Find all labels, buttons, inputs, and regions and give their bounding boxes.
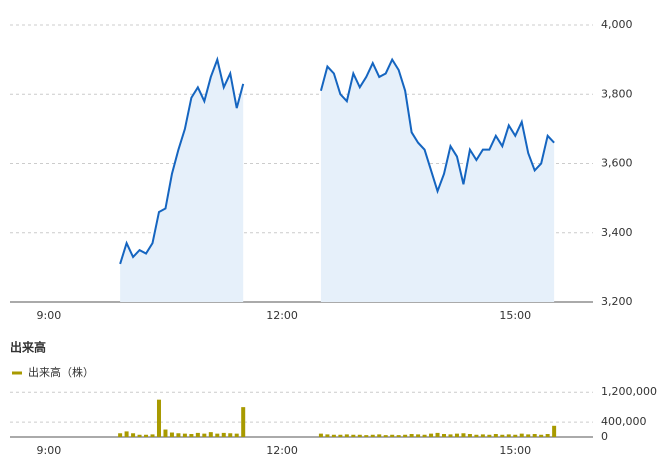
y-tick-label: 3,600	[601, 157, 633, 170]
volume-bar	[228, 433, 233, 437]
volume-bar	[357, 434, 362, 437]
volume-bar	[221, 432, 226, 437]
volume-bar	[325, 434, 330, 437]
volume-bar	[331, 434, 336, 437]
volume-bar	[500, 434, 505, 437]
volume-bar	[364, 435, 369, 437]
volume-bar	[487, 434, 492, 437]
volume-bar	[163, 429, 168, 437]
x-tick-label: 12:00	[266, 309, 298, 322]
volume-bar	[403, 434, 408, 437]
volume-bar	[338, 434, 343, 437]
volume-bar	[383, 435, 388, 437]
volume-bar	[150, 434, 155, 437]
x-tick-label: 12:00	[266, 444, 298, 457]
volume-bar	[506, 434, 511, 437]
volume-bar	[195, 432, 200, 437]
volume-bar	[519, 433, 524, 437]
y-tick-label: 400,000	[601, 415, 647, 428]
volume-bar	[467, 434, 472, 437]
volume-bar	[176, 433, 181, 437]
volume-bar	[318, 433, 323, 437]
y-tick-label: 3,200	[601, 295, 633, 308]
volume-bar	[234, 433, 239, 437]
volume-bar	[144, 434, 149, 437]
volume-title: 出来高	[10, 340, 46, 355]
volume-bar	[416, 434, 421, 437]
volume-bar	[241, 407, 246, 437]
x-tick-label: 9:00	[37, 309, 62, 322]
x-tick-label: 15:00	[499, 444, 531, 457]
y-tick-label: 3,400	[601, 226, 633, 239]
volume-bar	[377, 434, 382, 437]
volume-bar	[435, 432, 440, 437]
volume-bar	[526, 434, 531, 437]
volume-bar	[442, 434, 447, 437]
volume-bar	[513, 434, 518, 437]
volume-bar	[448, 434, 453, 437]
volume-bar	[189, 434, 194, 437]
volume-bar	[474, 434, 479, 437]
volume-bar	[137, 434, 142, 437]
x-tick-label: 9:00	[37, 444, 62, 457]
volume-bar	[344, 434, 349, 437]
volume-bar	[370, 434, 375, 437]
legend-label: 出来高（株）	[28, 365, 94, 379]
price-line	[119, 56, 555, 265]
y-tick-label: 3,800	[601, 87, 633, 100]
volume-bar	[118, 433, 123, 437]
volume-bar	[461, 433, 466, 437]
y-tick-label: 0	[601, 430, 608, 443]
volume-bar	[396, 435, 401, 437]
volume-bar	[480, 434, 485, 437]
volume-bar	[390, 434, 395, 437]
volume-bar	[493, 434, 498, 437]
volume-bar	[409, 434, 414, 437]
volume-bar	[422, 434, 427, 437]
volume-bar	[156, 399, 161, 437]
volume-bar	[208, 432, 213, 437]
volume-bar	[454, 433, 459, 437]
x-tick-label: 15:00	[499, 309, 531, 322]
volume-bar	[351, 434, 356, 437]
volume-bar	[124, 431, 129, 437]
y-tick-label: 1,200,000	[601, 385, 657, 398]
volume-bar	[532, 434, 537, 437]
volume-bar	[539, 434, 544, 437]
volume-bar	[182, 433, 187, 437]
volume-bar	[545, 434, 550, 437]
volume-bar	[131, 433, 136, 437]
volume-bar	[552, 425, 557, 437]
volume-bar	[429, 433, 434, 437]
volume-bar	[202, 433, 207, 437]
volume-bar	[169, 432, 174, 437]
volume-bar	[215, 433, 220, 437]
price-area	[120, 59, 555, 302]
y-tick-label: 4,000	[601, 18, 633, 31]
